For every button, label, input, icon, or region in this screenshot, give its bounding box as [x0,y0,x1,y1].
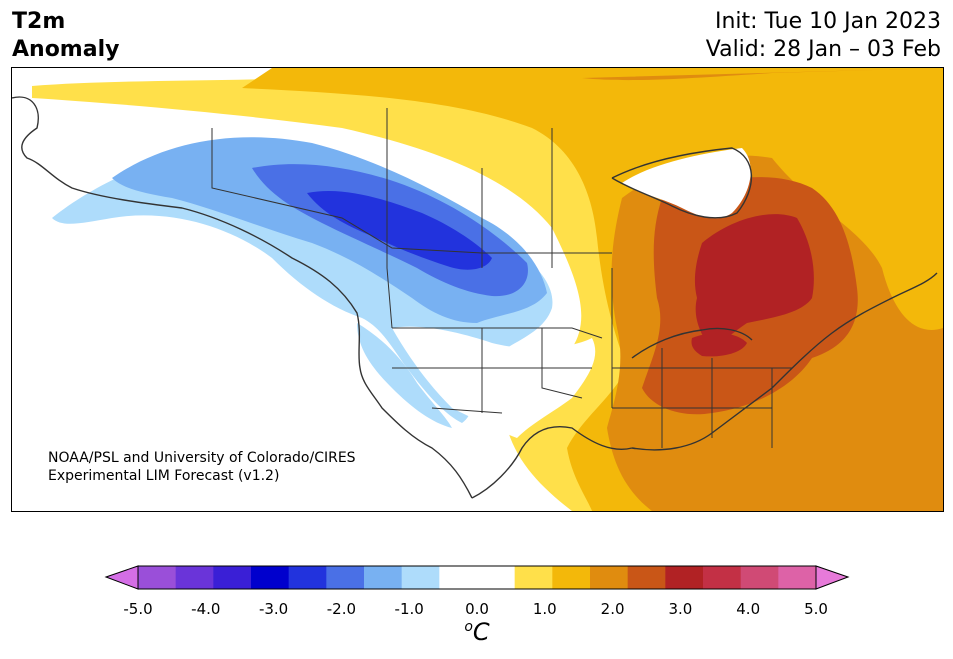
colorbar-tick-label: 5.0 [804,600,828,618]
valid-period: Valid: 28 Jan – 03 Feb [705,37,941,62]
colorbar-cell [326,566,365,589]
colorbar-tick-label: -3.0 [258,600,289,618]
colorbar-tick-label: -5.0 [123,600,153,618]
credit-line-2: Experimental LIM Forecast (v1.2) [48,468,280,484]
colorbar-cell [175,566,214,589]
cool-band-1b [357,323,452,428]
colorbar-cell [778,566,817,589]
colorbar-cell [288,566,327,589]
warm-band-5b [691,333,747,357]
map-canvas [12,68,943,511]
colorbar-tick-label: -1.0 [394,600,424,618]
colorbar-outline [137,565,817,590]
colorbar-cells [138,566,817,589]
colorbar-right-arrow [815,565,850,590]
colorbar-left-arrow [104,565,139,590]
colorbar-cell [514,566,553,589]
forecast-dates: Init: Tue 10 Jan 2023 Valid: 28 Jan – 03… [706,8,941,64]
credit-line-1: NOAA/PSL and University of Colorado/CIRE… [48,450,356,466]
colorbar-cell [138,566,177,589]
unit-degree: o [464,619,473,635]
boundaries [211,108,792,448]
map-title: T2m Anomaly [12,8,119,64]
colorbar-cell [552,566,591,589]
colorbar-cell [590,566,629,589]
neutral-zone [392,326,596,438]
colorbar-cell [740,566,779,589]
title-line-2: Anomaly [12,37,120,62]
coastlines [12,96,938,499]
colorbar-cell [703,566,742,589]
cool-band-4 [307,190,492,270]
colorbar-cell [213,566,252,589]
credit-text: NOAA/PSL and University of Colorado/CIRE… [48,449,356,485]
colorbar-cell [439,566,478,589]
colorbar-cell [627,566,666,589]
colorbar-cell [477,566,516,589]
colorbar-cell [665,566,704,589]
colorbar-tick-label: -4.0 [191,600,221,618]
colorbar-tick-label: 4.0 [736,600,761,618]
unit-letter: C [472,618,490,646]
colorbar-unit: oC [464,618,489,646]
colorbar-tick-label: -2.0 [326,600,357,618]
hudson-bay [622,148,751,219]
init-date: Init: Tue 10 Jan 2023 [714,9,941,34]
colorbar-tick-label: 2.0 [600,600,625,618]
colorbar-cell [364,566,403,589]
colorbar-tick-label: 0.0 [465,600,489,618]
colorbar-tick-label: 3.0 [668,600,693,618]
colorbar-cell [401,566,440,589]
colorbar-tick-label: 1.0 [532,600,557,618]
colorbar [104,565,850,590]
title-line-1: T2m [12,9,66,34]
colorbar-cell [251,566,290,589]
warm-band-5 [694,214,814,348]
anomaly-map [11,67,944,512]
